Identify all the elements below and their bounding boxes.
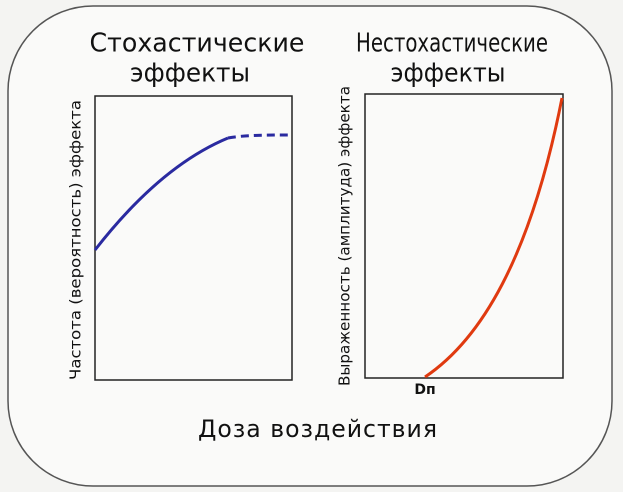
origin-label: Dп [414,382,435,398]
x-axis-label: Доза воздействия [198,415,438,443]
y-axis-label: Выраженность (амплитуда) эффекта [336,86,354,386]
curve-extrapolation [227,133,293,140]
plot-frame [94,95,293,381]
card [7,5,613,487]
plot-frame [364,93,564,379]
panel-title: эффекты [391,59,506,89]
panel-title: Стохастические [90,29,305,59]
panel-title: Нестохастические [356,29,548,59]
y-axis-label: Частота (вероятность) эффекта [67,100,85,380]
curve [424,97,564,379]
panel-title: эффекты [130,59,250,89]
curve [93,136,229,251]
